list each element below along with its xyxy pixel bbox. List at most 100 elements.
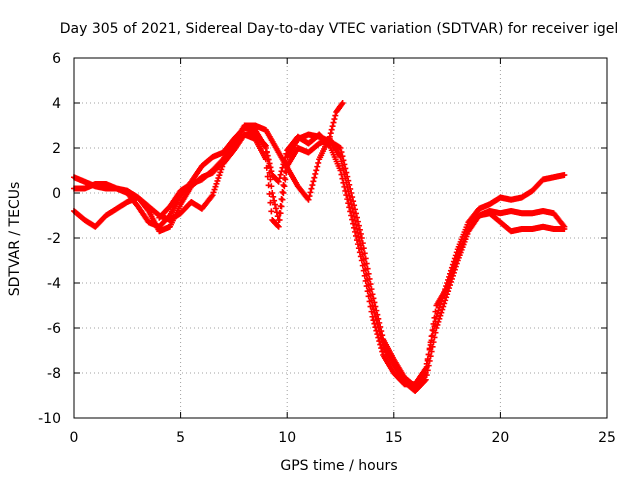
- data-point: [353, 214, 360, 221]
- data-point: [219, 163, 226, 170]
- data-point: [268, 183, 275, 190]
- data-point: [352, 217, 359, 224]
- data-point: [433, 325, 440, 331]
- data-point: [424, 357, 431, 364]
- plot-frame: [73, 57, 608, 419]
- y-axis-label: SDTVAR / TECUs: [7, 182, 23, 297]
- data-point: [363, 260, 370, 267]
- data-point: [356, 226, 363, 233]
- data-point: [275, 223, 282, 230]
- data-point: [308, 185, 315, 192]
- data-point: [261, 141, 268, 148]
- data-point: [371, 299, 378, 306]
- data-point: [266, 169, 273, 176]
- data-point: [213, 180, 220, 187]
- data-point: [440, 303, 447, 310]
- data-point: [445, 281, 452, 288]
- data-point: [427, 339, 434, 346]
- data-point: [349, 194, 356, 201]
- data-point: [327, 130, 334, 137]
- data-point: [269, 190, 276, 196]
- data-points: [71, 100, 568, 394]
- data-point: [279, 189, 286, 195]
- data-point: [341, 161, 348, 168]
- data-point: [453, 255, 460, 262]
- data-point: [337, 145, 344, 151]
- data-point: [270, 193, 277, 200]
- data-point: [307, 189, 314, 196]
- data-point: [353, 210, 360, 217]
- data-point: [217, 169, 224, 176]
- grid: [74, 58, 607, 418]
- data-point: [366, 275, 373, 282]
- data-point: [449, 267, 456, 274]
- y-tick-label: 4: [52, 96, 61, 112]
- data-point: [267, 199, 274, 206]
- data-point: [309, 182, 316, 189]
- data-point: [358, 235, 365, 241]
- data-point: [214, 177, 221, 184]
- data-point: [350, 220, 357, 227]
- data-point: [313, 167, 320, 174]
- data-point: [360, 245, 367, 252]
- data-point: [561, 223, 568, 230]
- data-point: [340, 157, 347, 164]
- data-point: [353, 221, 360, 228]
- data-point: [441, 300, 448, 307]
- data-point: [364, 265, 371, 272]
- data-point: [430, 320, 437, 327]
- data-point: [353, 237, 360, 244]
- data-point: [370, 295, 377, 302]
- x-axis-label: GPS time / hours: [280, 458, 397, 474]
- x-tick-label: 0: [70, 430, 79, 446]
- data-point: [277, 171, 284, 178]
- data-point: [447, 273, 454, 280]
- data-point: [349, 216, 356, 223]
- data-point: [375, 315, 382, 322]
- axis-ticks: 0 5 10 15 20 25 -10 -8 -6 -4 -2 0 2 4 6: [38, 51, 616, 446]
- data-point: [442, 297, 449, 304]
- data-point: [354, 241, 361, 248]
- data-point: [353, 232, 360, 239]
- data-point: [448, 270, 455, 277]
- data-point: [437, 312, 444, 319]
- series-track-c: [71, 131, 568, 390]
- data-point: [436, 315, 443, 322]
- x-tick-label: 25: [598, 430, 616, 446]
- series-track-d: [156, 100, 346, 221]
- data-point: [272, 201, 279, 208]
- data-point: [446, 278, 453, 285]
- data-point: [209, 192, 216, 199]
- data-point: [315, 159, 322, 166]
- data-point: [314, 163, 321, 170]
- data-point: [432, 308, 439, 315]
- data-point: [329, 123, 336, 130]
- data-point: [267, 176, 274, 183]
- data-point: [276, 210, 283, 216]
- data-point: [343, 169, 350, 176]
- data-point: [347, 208, 354, 215]
- data-point: [305, 196, 312, 203]
- data-point: [346, 181, 353, 188]
- data-point: [350, 198, 357, 205]
- data-point: [211, 186, 218, 193]
- data-point: [450, 264, 457, 271]
- data-point: [275, 178, 282, 185]
- data-point: [349, 205, 356, 212]
- data-point: [357, 230, 364, 237]
- data-point: [361, 250, 368, 257]
- data-point: [338, 149, 345, 156]
- data-point: [218, 166, 225, 173]
- data-point: [215, 175, 222, 182]
- data-point: [281, 175, 288, 181]
- data-point: [425, 351, 432, 358]
- data-point: [264, 156, 271, 163]
- data-point: [378, 328, 385, 335]
- data-point: [354, 218, 361, 225]
- data-point: [354, 229, 361, 236]
- data-point: [346, 204, 353, 211]
- data-point: [422, 370, 429, 376]
- data-point: [351, 213, 358, 220]
- data-point: [348, 201, 355, 208]
